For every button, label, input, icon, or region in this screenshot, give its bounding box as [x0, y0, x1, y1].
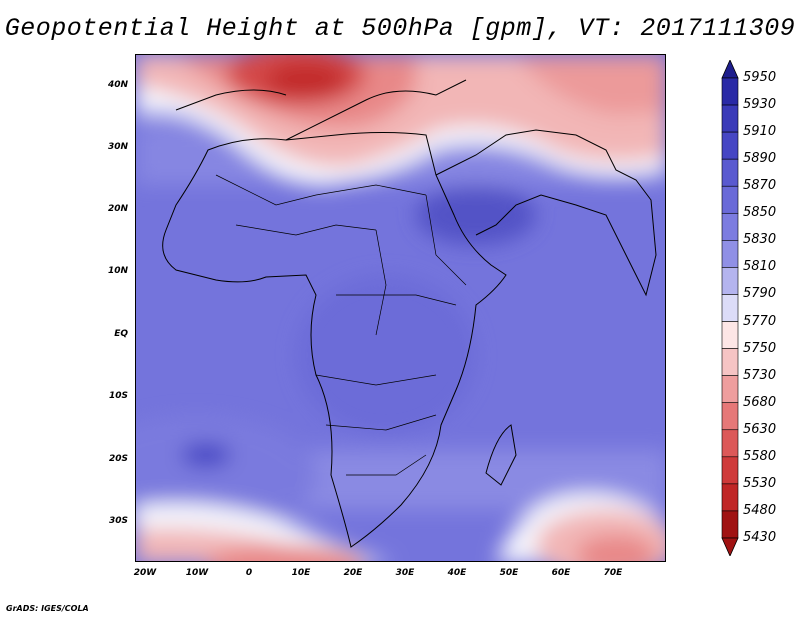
lon-label-30e: 30E	[395, 568, 415, 578]
map-panel	[135, 54, 666, 562]
lat-label-10s: 10S	[108, 391, 128, 401]
colorbar-swatch	[721, 429, 739, 458]
colorbar-swatch	[721, 240, 739, 268]
colorbar-swatch	[721, 131, 739, 160]
grads-credit: GrADS: IGES/COLA	[6, 604, 89, 613]
lat-label-20s: 20S	[108, 454, 128, 464]
colorbar-level-label: 5630	[743, 421, 777, 437]
colorbar-cap-top	[721, 60, 739, 79]
colorbar-cap-bottom	[721, 537, 739, 556]
lat-label-30n: 30N	[107, 142, 128, 152]
lon-label-10e: 10E	[291, 568, 311, 578]
colorbar-level-label: 5830	[743, 232, 777, 248]
colorbar-swatch	[721, 212, 739, 241]
colorbar-swatch	[721, 375, 739, 404]
lon-label-50e: 50E	[499, 568, 519, 578]
colorbar-swatch	[721, 456, 739, 485]
colorbar-swatch	[721, 510, 739, 539]
colorbar-level-label: 5930	[743, 97, 777, 113]
map-title: Geopotential Height at 500hPa [gpm], VT:…	[4, 14, 796, 43]
colorbar-level-label: 5770	[743, 313, 777, 329]
lon-label-0: 0	[245, 568, 253, 578]
colorbar-level-label: 5870	[743, 178, 777, 194]
lat-label-eq: EQ	[114, 329, 128, 339]
colorbar-swatch	[721, 402, 739, 431]
colorbar-level-label: 5910	[743, 124, 777, 140]
lon-label-40e: 40E	[447, 568, 467, 578]
colorbar-level-label: 5680	[743, 394, 777, 410]
colorbar-level-label: 5580	[743, 448, 777, 464]
colorbar-level-label: 5750	[743, 340, 777, 356]
colorbar-swatch	[721, 294, 739, 322]
lat-label-40n: 40N	[107, 80, 128, 90]
country-borders	[215, 174, 467, 476]
colorbar-swatch	[721, 158, 739, 187]
colorbar-swatch	[721, 185, 739, 214]
colorbar	[721, 60, 739, 556]
lat-label-30s: 30S	[108, 516, 128, 526]
geopotential-field	[136, 55, 665, 561]
colorbar-level-label: 5730	[743, 367, 777, 383]
colorbar-swatch	[721, 104, 739, 133]
lon-label-20e: 20E	[343, 568, 363, 578]
coastlines	[162, 79, 657, 548]
colorbar-level-label: 5950	[743, 70, 777, 85]
lon-label-20w: 20W	[133, 568, 157, 578]
colorbar-swatch	[721, 348, 739, 376]
lat-label-20n: 20N	[107, 204, 128, 214]
lon-label-70e: 70E	[603, 568, 623, 578]
colorbar-level-label: 5790	[743, 286, 777, 302]
colorbar-level-label: 5850	[743, 205, 777, 221]
colorbar-swatch	[721, 267, 739, 295]
colorbar-swatch	[721, 77, 739, 106]
lon-label-10w: 10W	[185, 568, 209, 578]
colorbar-level-label: 5890	[743, 151, 777, 167]
colorbar-level-label: 5480	[743, 502, 777, 518]
colorbar-swatch	[721, 321, 739, 349]
lon-label-60e: 60E	[551, 568, 571, 578]
colorbar-level-label: 5810	[743, 259, 777, 275]
colorbar-level-label: 5430	[743, 530, 777, 545]
lat-label-10n: 10N	[107, 266, 128, 276]
colorbar-level-label: 5530	[743, 475, 777, 491]
colorbar-swatch	[721, 483, 739, 512]
